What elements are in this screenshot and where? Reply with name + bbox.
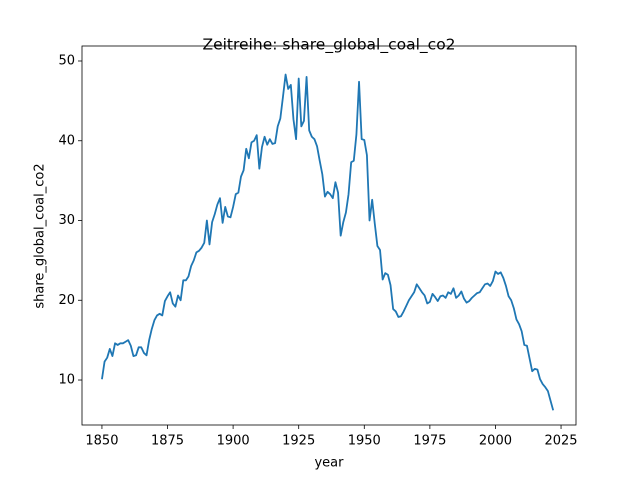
x-tick-label: 1900	[217, 434, 250, 449]
x-tick-label: 1850	[85, 434, 118, 449]
x-tick-label: 1950	[348, 434, 381, 449]
plot-frame	[81, 45, 577, 426]
y-tick-label: 10	[58, 373, 75, 388]
x-axis-label: year	[314, 456, 344, 471]
x-tick-label: 1925	[282, 434, 315, 449]
y-tick-label: 40	[58, 133, 75, 148]
x-tick-label: 1975	[413, 434, 446, 449]
y-tick-label: 50	[58, 53, 75, 68]
data-line	[101, 73, 555, 411]
x-tick-label: 2025	[544, 434, 577, 449]
y-axis-label: share_global_coal_co2	[33, 163, 48, 308]
chart-title: Zeitreihe: share_global_coal_co2	[202, 36, 455, 55]
y-tick-label: 30	[58, 213, 75, 228]
x-tick-label: 2000	[479, 434, 512, 449]
y-tick-label: 20	[58, 293, 75, 308]
x-tick-label: 1875	[151, 434, 184, 449]
